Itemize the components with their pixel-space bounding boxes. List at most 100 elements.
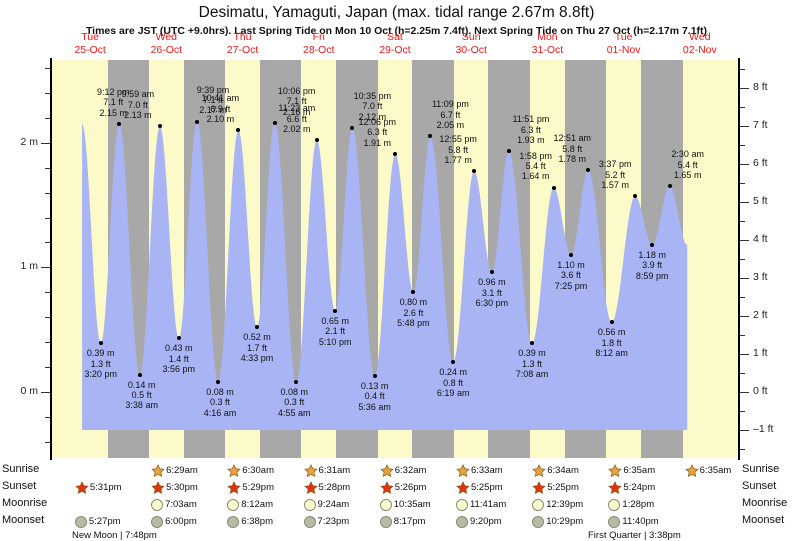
tide-label-line-1: 0.39 m: [86, 348, 115, 359]
tide-label-line-2: 2.6 ft: [403, 307, 424, 318]
tide-label-line-3: 1.77 m: [444, 155, 472, 166]
tide-label-line-3: 1.93 m: [517, 135, 545, 146]
moonrise-icon: [379, 498, 392, 511]
y-tick-right: [740, 411, 745, 412]
low-tide-label: 0.39 m 1.3 ft 3:20 pm: [84, 348, 117, 379]
y-tick-label-right: 6 ft: [753, 157, 768, 169]
sunrise-entry-5: 6:33am: [456, 463, 503, 478]
tide-label-line-3: 2.05 m: [436, 120, 465, 131]
low-tide-dot: [650, 242, 655, 247]
sunset-star-icon: [532, 480, 546, 494]
tide-label-line-1: 0.52 m: [243, 332, 271, 343]
tide-label-line-3: 2.10 m: [206, 114, 235, 124]
tide-label-line-1: 0.65 m: [321, 316, 349, 326]
sunrise-entry-1: 6:29am: [151, 463, 198, 478]
page-title: Desimatu, Yamaguti, Japan (max. tidal ra…: [198, 4, 595, 21]
moonrise-entry-time: 9:24am: [317, 499, 350, 510]
moonset-icon: [379, 515, 392, 528]
high-tide-dot: [195, 119, 199, 124]
day-header-3: Thu 27-Oct: [204, 31, 280, 58]
y-tick-label-left: 1 m: [20, 260, 38, 273]
tide-label-line-3: 3:38 am: [125, 400, 158, 411]
y-axis-left-line: [50, 58, 52, 460]
y-tick-right: [740, 335, 745, 336]
tide-label-line-1: 3:37 pm: [598, 159, 632, 170]
y-axis-right-line: [738, 58, 740, 460]
y-tick-left: [45, 367, 50, 369]
tide-label-line-1: 12:51 am: [553, 133, 592, 144]
y-tick-right: [740, 126, 749, 127]
tide-label-line-3: 1.65 m: [673, 170, 702, 181]
tide-label-line-3: 5:48 pm: [397, 318, 430, 329]
moonset-icon: [303, 515, 316, 528]
sunrise-star-icon: [684, 463, 699, 477]
tide-label-line-1: 0.96 m: [478, 277, 506, 288]
y-tick-right: [740, 316, 749, 317]
day-header-dow: Tue: [81, 31, 99, 43]
tide-label-line-2: 3.1 ft: [481, 287, 502, 298]
day-header-date: 27-Oct: [226, 44, 259, 56]
sunset-entry-5: 5:26pm: [380, 480, 426, 495]
sunrise-entry-7: 6:35am: [608, 463, 655, 478]
low-tide-label: 0.96 m 3.1 ft 6:30 pm: [476, 277, 509, 308]
sunset-entry-1: 5:31pm: [75, 480, 122, 495]
tide-label-line-2: 0.4 ft: [364, 391, 385, 402]
y-tick-label-right: 3 ft: [753, 271, 768, 283]
tide-label-line-1: 1:58 pm: [519, 150, 552, 161]
day-header-dow: Thu: [233, 31, 252, 43]
sunset-entry-2: 5:30pm: [151, 480, 198, 495]
low-tide-label: 0.80 m 2.6 ft 5:48 pm: [397, 297, 430, 328]
sunset-star-icon: [303, 480, 318, 494]
high-tide-label: 10:06 pm 7.1 ft 2.16 m: [278, 86, 316, 117]
moonrise-entry-time: 8:12am: [241, 499, 273, 510]
moonset-entry-time: 7:23pm: [317, 516, 350, 527]
y-tick-left: [45, 342, 50, 344]
tide-label-line-1: 11:51 pm: [512, 114, 550, 125]
sunset-star-icon: [151, 480, 165, 494]
sunrise-star-icon: [532, 463, 546, 477]
tide-label-line-3: 1.57 m: [601, 180, 629, 191]
tide-label-line-2: 5.2 ft: [605, 169, 626, 180]
moonset-icon: [455, 515, 468, 528]
moonset-label-left: Moonset: [2, 514, 45, 526]
tide-label-line-3: 1.78 m: [558, 153, 587, 164]
sunset-star-icon: [456, 480, 470, 494]
moonrise-label-right: Moonrise: [742, 497, 788, 509]
moonrise-icon: [532, 498, 545, 511]
moonrise-entry-1: 7:03am: [151, 497, 197, 512]
sunset-entry-6: 5:25pm: [456, 480, 503, 495]
astro-row-sunset: Sunset Sunset 5:31pm 5:30pm 5:29pm 5:28pm 5:…: [0, 479, 793, 496]
tide-label-line-3: 3:20 pm: [84, 369, 117, 380]
day-header-date: 26-Oct: [150, 44, 183, 56]
tide-label-line-3: 8:59 pm: [635, 270, 669, 281]
tide-label-line-3: 2.17 m: [199, 105, 227, 116]
tide-label-line-3: 7:08 am: [515, 369, 549, 380]
sunrise-entry-time: 6:29am: [166, 465, 198, 476]
moonset-entry-4: 7:23pm: [303, 514, 350, 529]
high-tide-label: 9:12 pm 7.1 ft 2.15 m: [97, 87, 130, 118]
tide-label-line-1: 0.56 m: [597, 327, 626, 338]
day-header-date: 31-Oct: [531, 44, 564, 56]
low-tide-dot: [216, 380, 220, 384]
y-tick-label-left: 0 m: [20, 385, 38, 397]
sunrise-star-icon: [151, 463, 165, 477]
low-tide-label: 1.18 m 3.9 ft 8:59 pm: [636, 250, 669, 281]
y-tick-right: [740, 278, 749, 279]
tide-label-line-2: 1.3 ft: [521, 358, 542, 369]
low-tide-label: 0.65 m 2.1 ft 5:10 pm: [319, 316, 352, 347]
tide-label-line-2: 2.1 ft: [325, 326, 346, 337]
high-tide-label: 12:51 am 5.8 ft 1.78 m: [554, 133, 592, 164]
tide-label-line-3: 7:25 pm: [554, 280, 588, 291]
moonset-entry-time: 8:17pm: [393, 516, 426, 527]
tide-label-line-1: 1.10 m: [557, 259, 585, 270]
high-tide-dot: [472, 169, 477, 174]
sunset-entry-time: 5:29pm: [242, 482, 274, 493]
moonrise-entry-6: 12:39pm: [532, 497, 583, 512]
sunrise-entry-time: 6:34am: [547, 465, 579, 476]
high-tide-label: 3:37 pm 5.2 ft 1.57 m: [599, 159, 632, 190]
moonrise-icon: [227, 498, 240, 511]
tide-label-line-1: 10:41 am: [201, 93, 240, 104]
tide-label-line-2: 7.1 ft: [202, 94, 223, 105]
y-tick-right: [740, 392, 749, 393]
sunrise-label-left: Sunrise: [2, 463, 40, 475]
